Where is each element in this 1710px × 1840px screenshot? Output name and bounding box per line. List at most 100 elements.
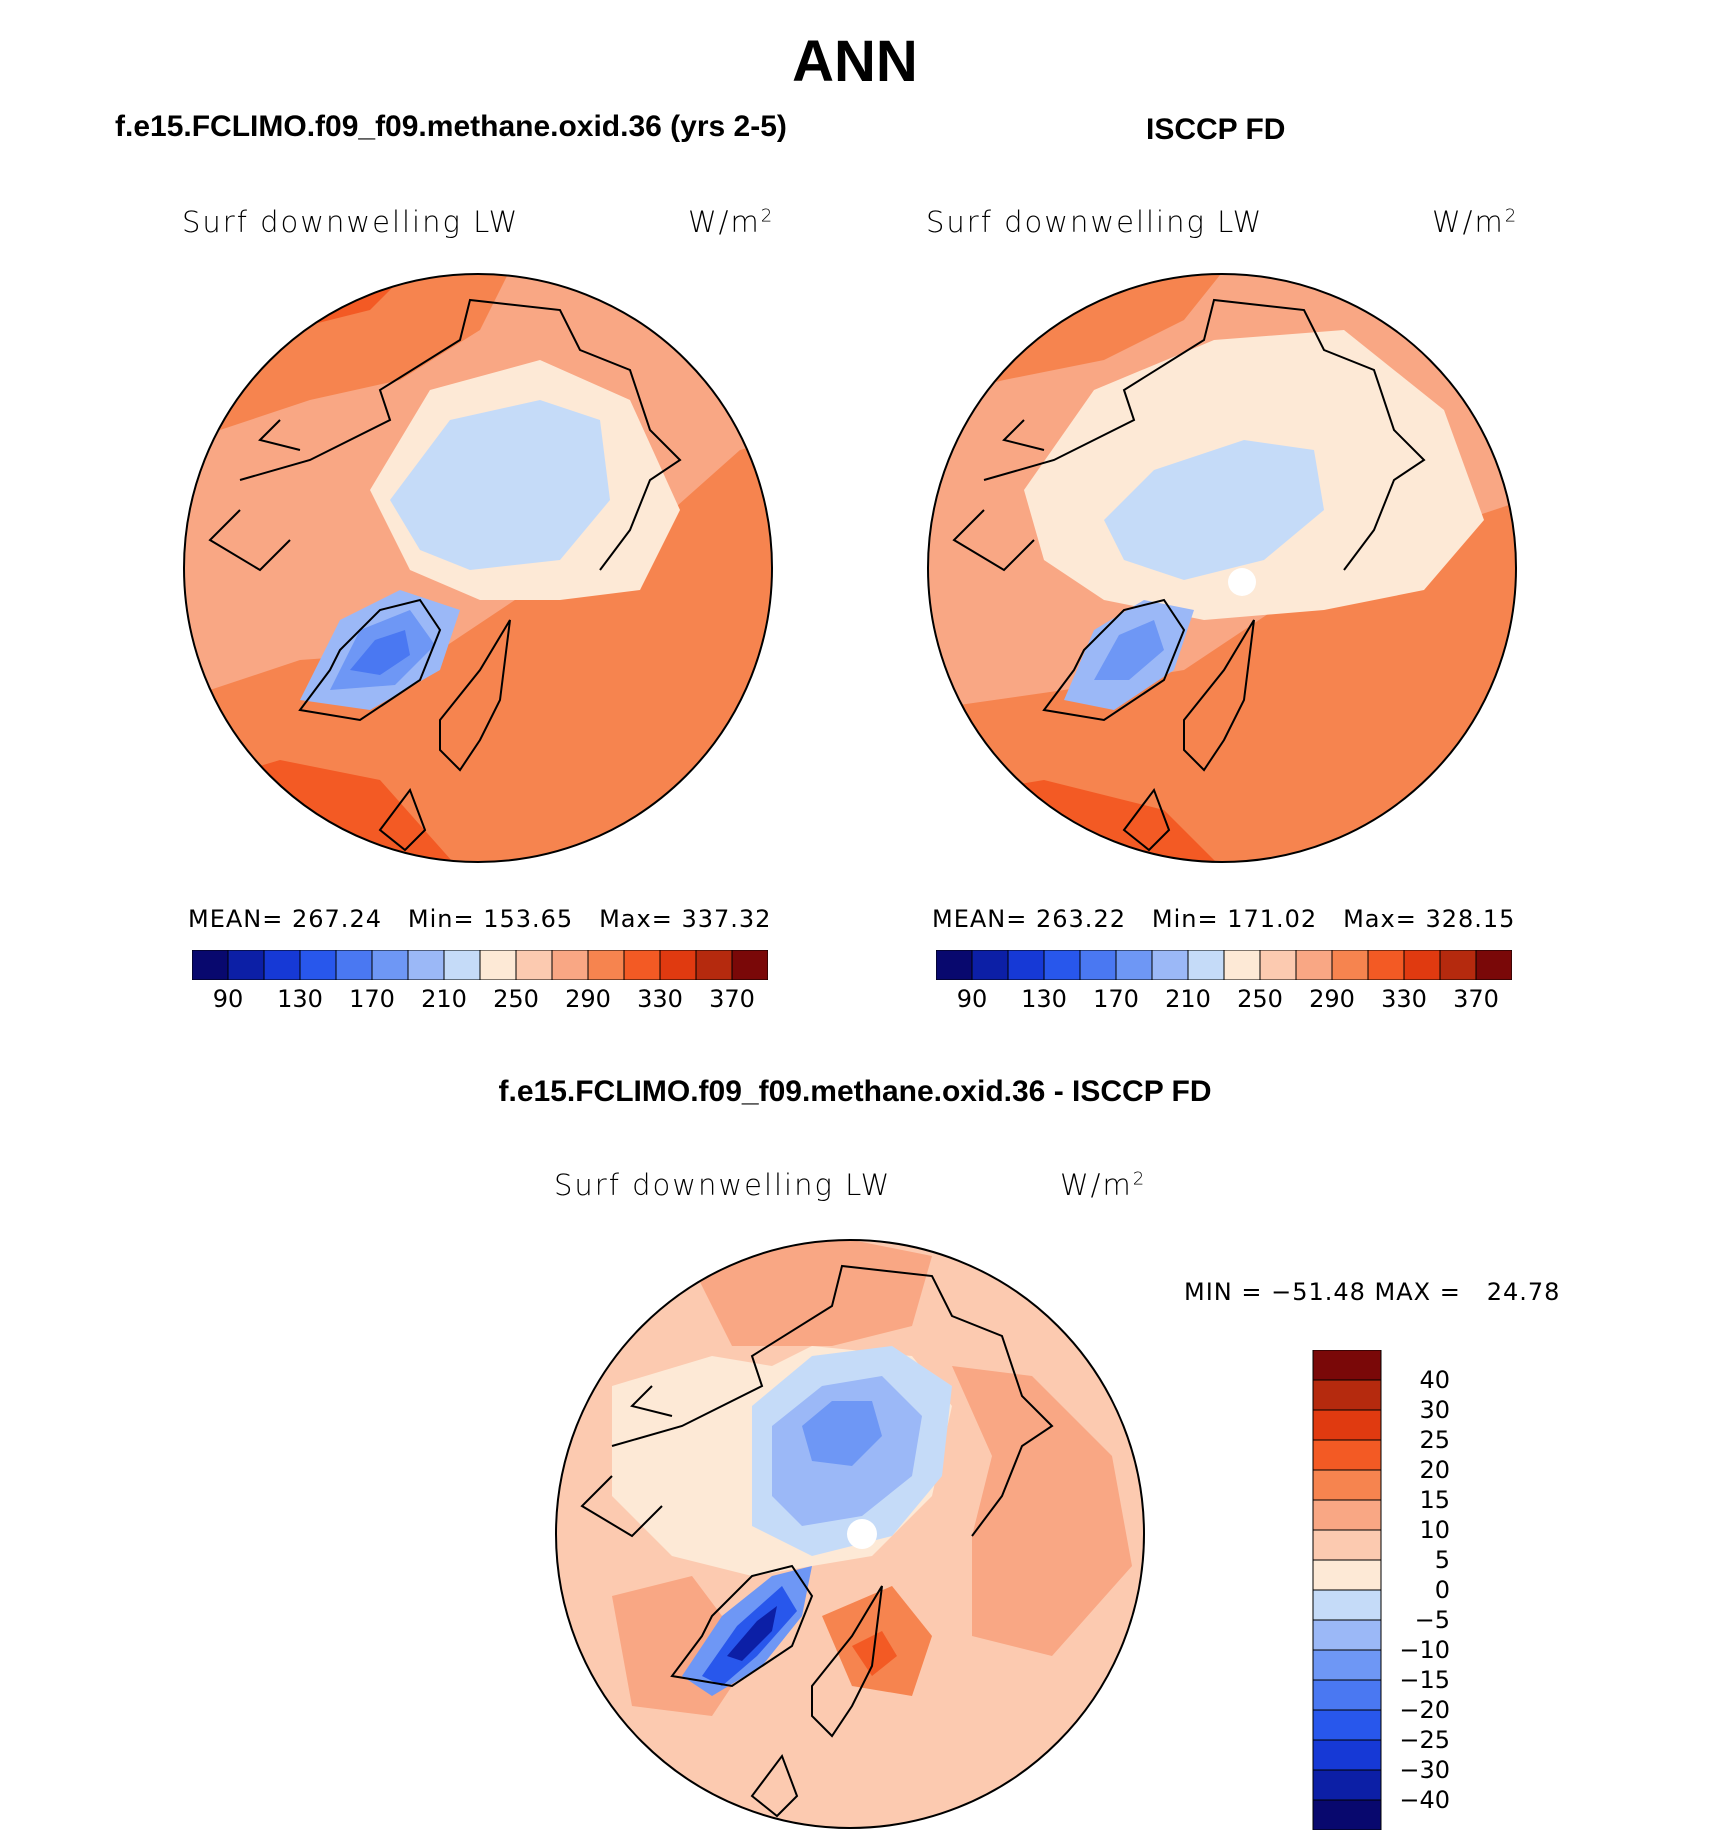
panel3-field-10-15-east: [952, 1366, 1132, 1656]
colorbar-tick-label: 130: [1021, 985, 1067, 1013]
colorbar-swatch: [1403, 950, 1441, 980]
colorbar-tick-label: −30: [1399, 1756, 1450, 1784]
colorbar-tick-label: 10: [1419, 1516, 1450, 1544]
panel1-units: W/m2: [688, 205, 775, 239]
colorbar-swatch: [1312, 1709, 1382, 1741]
colorbar-swatch: [1312, 1739, 1382, 1771]
colorbar-tick-label: −20: [1399, 1696, 1450, 1724]
colorbar-tick-label: −25: [1399, 1726, 1450, 1754]
colorbar-swatch: [1187, 950, 1225, 980]
colorbar-tick-label: 20: [1419, 1456, 1450, 1484]
colorbar-swatch: [1115, 950, 1153, 980]
colorbar-swatch: [263, 950, 301, 980]
colorbar-swatch: [443, 950, 481, 980]
colorbar-swatch: [1312, 1469, 1382, 1501]
colorbar-swatch: [971, 950, 1009, 980]
colorbar-swatch: [1312, 1769, 1382, 1801]
panel2-units: W/m2: [1432, 205, 1519, 239]
panel3-missing-data-pole: [847, 1519, 877, 1549]
colorbar-tick-label: −10: [1399, 1636, 1450, 1664]
panel3-map: [555, 1239, 1145, 1829]
colorbar-swatch: [1312, 1649, 1382, 1681]
colorbar-swatch: [1295, 950, 1333, 980]
colorbar-swatch: [1312, 1350, 1382, 1381]
colorbar-tick-label: 290: [1309, 985, 1355, 1013]
colorbar-tick-label: 30: [1419, 1396, 1450, 1424]
colorbar-swatch: [407, 950, 445, 980]
panel1-map-border: [183, 273, 773, 863]
colorbar-swatch: [227, 950, 265, 980]
colorbar-swatch: [551, 950, 589, 980]
panel1-stats: MEAN= 267.24 Min= 153.65 Max= 337.32: [188, 905, 772, 933]
colorbar-tick-label: 15: [1419, 1486, 1450, 1514]
colorbar-swatch: [1331, 950, 1369, 980]
panel2-field-190-210: [1094, 620, 1164, 680]
colorbar-swatch: [192, 950, 229, 980]
colorbar-tick-label: 40: [1419, 1366, 1450, 1394]
panel2-colorbar-ticks: 90 130 170 210 250 290 330 370: [936, 985, 1512, 1019]
colorbar-swatch: [1259, 950, 1297, 980]
colorbar-swatch: [1312, 1619, 1382, 1651]
panel3-case-title: f.e15.FCLIMO.f09_f09.methane.oxid.36 - I…: [498, 1075, 1212, 1108]
colorbar-tick-label: 170: [349, 985, 395, 1013]
colorbar-swatch: [1312, 1589, 1382, 1621]
colorbar-swatch: [1151, 950, 1189, 980]
colorbar-swatch: [1043, 950, 1081, 980]
colorbar-swatch: [731, 950, 768, 980]
panel3-colorbar: [1312, 1350, 1382, 1830]
colorbar-swatch: [1312, 1439, 1382, 1471]
colorbar-tick-label: 0: [1434, 1576, 1450, 1604]
panel1-map: [183, 273, 773, 863]
colorbar-swatch: [515, 950, 553, 980]
colorbar-swatch: [695, 950, 733, 980]
colorbar-swatch: [1312, 1379, 1382, 1411]
colorbar-tick-label: 210: [421, 985, 467, 1013]
panel2-case-title: ISCCP FD: [1146, 113, 1286, 146]
colorbar-tick-label: −40: [1399, 1786, 1450, 1814]
colorbar-tick-label: 330: [637, 985, 683, 1013]
colorbar-swatch: [299, 950, 337, 980]
colorbar-swatch: [659, 950, 697, 980]
colorbar-tick-label: −15: [1399, 1666, 1450, 1694]
colorbar-tick-label: 250: [493, 985, 539, 1013]
colorbar-tick-label: 210: [1165, 985, 1211, 1013]
panel3-coastlines: [580, 1264, 1054, 1818]
panel1-colorbar: [192, 950, 768, 980]
colorbar-swatch: [1312, 1799, 1382, 1830]
colorbar-swatch: [1312, 1679, 1382, 1711]
colorbar-swatch: [335, 950, 373, 980]
colorbar-swatch: [1312, 1409, 1382, 1441]
colorbar-tick-label: 25: [1419, 1426, 1450, 1454]
panel2-map-border: [927, 273, 1517, 863]
colorbar-tick-label: 370: [709, 985, 755, 1013]
colorbar-tick-label: 290: [565, 985, 611, 1013]
panel3-map-border: [555, 1239, 1145, 1829]
colorbar-swatch: [479, 950, 517, 980]
colorbar-tick-label: 370: [1453, 985, 1499, 1013]
colorbar-tick-label: 250: [1237, 985, 1283, 1013]
colorbar-tick-label: 90: [956, 985, 988, 1013]
colorbar-swatch: [1079, 950, 1117, 980]
colorbar-tick-label: 330: [1381, 985, 1427, 1013]
colorbar-tick-label: 90: [212, 985, 244, 1013]
panel1-case-title: f.e15.FCLIMO.f09_f09.methane.oxid.36 (yr…: [115, 110, 787, 143]
colorbar-swatch: [623, 950, 661, 980]
panel3-colorbar-ticks: 40 30 25 20 15 10 5 0 −5 −10 −15 −20 −25 −30 −40: [1386, 1350, 1466, 1830]
colorbar-swatch: [1312, 1499, 1382, 1531]
panel1-colorbar-ticks: 90 130 170 210 250 290 330 370: [192, 985, 768, 1019]
colorbar-swatch: [1007, 950, 1045, 980]
panel2-missing-data-pole: [1228, 568, 1256, 596]
panel3-field-m15-m10: [802, 1401, 882, 1466]
colorbar-swatch: [1312, 1529, 1382, 1561]
colorbar-tick-label: 5: [1434, 1546, 1450, 1574]
panel3-field-10-15-north: [692, 1240, 932, 1346]
panel2-coastlines: [952, 298, 1426, 852]
panel1-coastlines: [208, 298, 682, 852]
colorbar-swatch: [1223, 950, 1261, 980]
panel2-variable-label: Surf downwelling LW: [926, 205, 1264, 239]
colorbar-swatch: [1367, 950, 1405, 980]
colorbar-swatch: [587, 950, 625, 980]
panel1-field-170-190: [350, 630, 410, 675]
main-title: ANN: [792, 29, 918, 94]
panel1-variable-label: Surf downwelling LW: [182, 205, 520, 239]
